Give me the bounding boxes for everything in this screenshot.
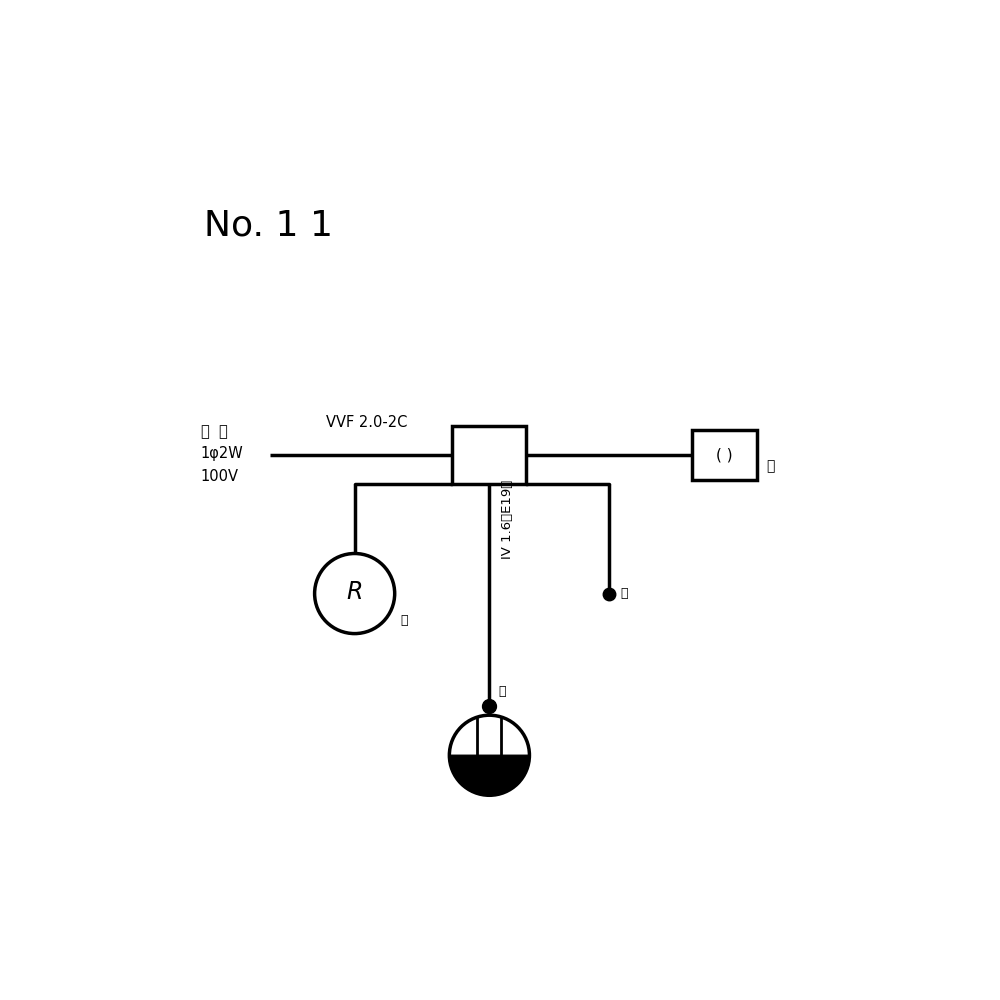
Polygon shape [449,755,529,795]
Circle shape [449,715,529,795]
Text: イ: イ [766,459,774,473]
Text: IV 1.6（E19）: IV 1.6（E19） [501,480,514,559]
Bar [452,426,526,484]
Text: ロ: ロ [401,614,408,627]
Text: ロ: ロ [620,587,628,600]
Circle shape [315,554,395,634]
Text: VVF 2.0-2C: VVF 2.0-2C [326,415,407,430]
Bar [692,430,757,480]
Text: 電  源
1φ2W
100V: 電 源 1φ2W 100V [201,424,243,484]
Text: イ: イ [499,685,506,698]
Text: R: R [346,580,363,604]
Text: ( ): ( ) [716,447,733,462]
Text: No. 1 1: No. 1 1 [205,209,334,243]
